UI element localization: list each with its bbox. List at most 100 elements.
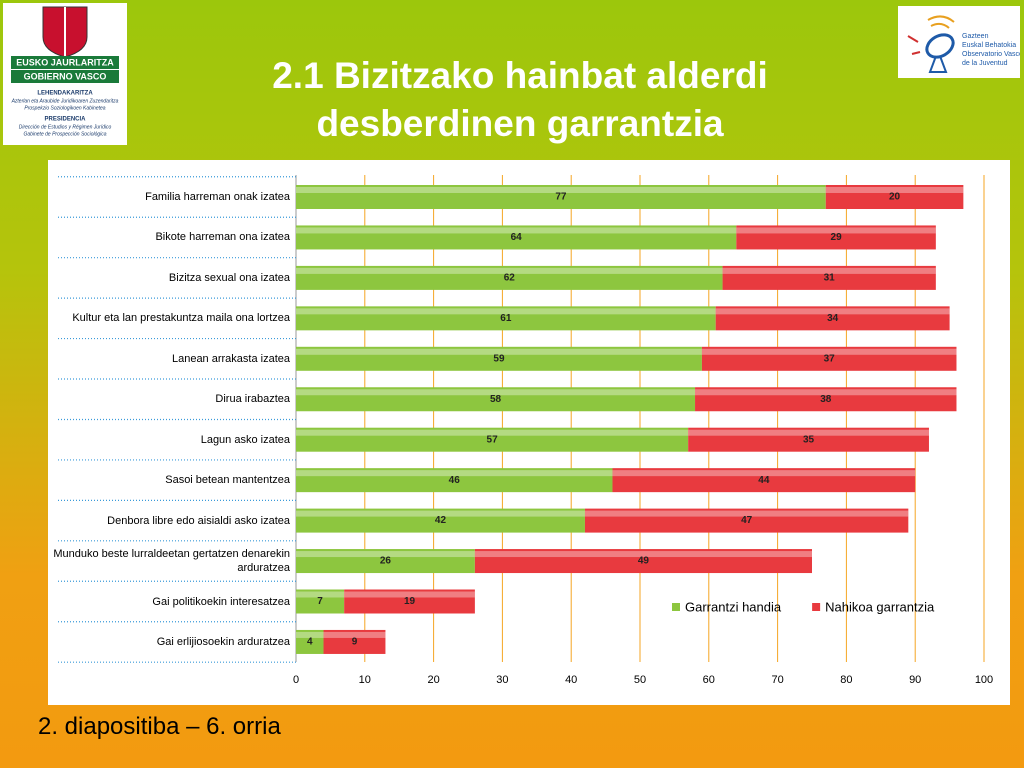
bar-shine	[825, 187, 964, 193]
bar-shine	[701, 348, 957, 355]
legend-swatch	[812, 603, 821, 611]
y-tick-label: Lanean arrakasta izatea	[171, 352, 290, 365]
logo-name: GOBIERNO VASCO	[24, 71, 107, 81]
x-tick-label: 80	[840, 674, 852, 686]
logo-dept: Gabinete de Prospección Sociológica	[23, 131, 106, 137]
bar-shine	[715, 308, 950, 315]
x-tick-label: 90	[909, 674, 921, 686]
bar-shine	[296, 348, 702, 355]
bar	[296, 265, 723, 290]
y-tick-label: Familia harreman onak izatea	[145, 191, 290, 203]
logo-dish: Gazteen Euskal Behatokia Observatorio Vasc…	[907, 15, 1020, 73]
y-tick-label: Gai erlijiosoekin arduratzea	[156, 635, 290, 648]
category-box: Gai erlijiosoekin arduratzea	[156, 635, 290, 648]
category-box: Lanean arrakasta izatea	[171, 352, 290, 365]
category-box: Bikote harreman ona izatea	[155, 231, 290, 244]
logo-text: Observatorio Vasco	[962, 51, 1020, 58]
logo-dept: Dirección de Estudios y Régimen Jurídico	[19, 124, 112, 130]
logo-text: de la Juventud	[962, 60, 1008, 67]
value-label: 34	[827, 313, 839, 324]
category-box: Kultur eta lan prestakuntza maila ona lo…	[72, 312, 290, 325]
x-tick-label: 100	[975, 674, 993, 686]
y-tick-label: Gai politikoekin interesatzea	[152, 595, 290, 608]
logo-text: Euskal Behatokia	[962, 42, 1016, 49]
bar	[296, 225, 737, 250]
value-label: 44	[758, 475, 770, 486]
x-tick-label: 0	[293, 674, 299, 686]
logo-right: Gazteen Euskal Behatokia Observatorio Vasc…	[898, 6, 1020, 78]
bar-shine	[688, 429, 929, 436]
bar-shine	[736, 227, 936, 234]
bar-shine	[296, 551, 475, 558]
logo-shield: EUSKO JAURLARITZA GOBIERNO VASCO LEHENDA…	[11, 6, 119, 137]
value-label: 19	[404, 596, 416, 607]
value-label: 77	[555, 192, 567, 203]
bar	[296, 387, 696, 412]
x-tick-label: 40	[565, 674, 577, 686]
x-tick-label: 10	[359, 674, 371, 686]
y-tick-label: Sasoi betean mantentzea	[165, 474, 290, 487]
bar-shine	[296, 429, 689, 436]
bar	[323, 629, 386, 654]
bar	[296, 508, 585, 533]
x-tick-label: 50	[634, 674, 646, 686]
value-label: 62	[504, 273, 516, 284]
bar	[474, 549, 812, 574]
bar	[296, 306, 716, 331]
bar	[296, 629, 324, 654]
value-label: 49	[638, 556, 650, 567]
y-tick-label: Denbora libre edo aisialdi asko izatea	[107, 514, 290, 527]
y-tick-label: Kultur eta lan prestakuntza maila ona lo…	[72, 312, 290, 325]
bar-shine	[296, 470, 613, 477]
y-tick-label: Lagun asko izatea	[200, 433, 290, 446]
bar-shine	[296, 510, 585, 517]
bar	[584, 508, 909, 533]
value-label: 47	[741, 515, 753, 526]
bar-shine	[296, 267, 723, 274]
y-tick-label: Bikote harreman ona izatea	[155, 231, 290, 244]
bar-shine	[323, 631, 386, 638]
bar	[701, 346, 957, 371]
bar-shine	[344, 591, 475, 598]
legend-label: Nahikoa garrantzia	[825, 599, 935, 614]
value-label: 4	[307, 637, 313, 648]
bar-shine	[296, 308, 716, 315]
bar	[715, 306, 950, 331]
bar	[695, 387, 957, 412]
category-box: Familia harreman onak izatea	[145, 191, 290, 203]
y-tick-label: Bizitza sexual ona izatea	[168, 271, 290, 284]
value-label: 38	[820, 394, 832, 405]
value-label: 57	[487, 434, 499, 445]
bar	[722, 265, 936, 290]
value-label: 9	[352, 637, 358, 648]
category-box: Lagun asko izatea	[200, 433, 290, 446]
bar-shine	[722, 267, 936, 274]
bar	[344, 589, 475, 614]
value-label: 61	[500, 313, 512, 324]
bar-shine	[296, 389, 696, 396]
value-label: 59	[493, 353, 505, 364]
bar	[612, 468, 916, 493]
logo-dept: PRESIDENCIA	[44, 117, 86, 123]
value-label: 42	[435, 515, 447, 526]
category-box: Bizitza sexual ona izatea	[168, 271, 290, 284]
value-label: 35	[803, 434, 815, 445]
bar	[296, 427, 689, 452]
logo-text: Gazteen	[962, 33, 989, 40]
value-label: 7	[317, 596, 323, 607]
x-tick-label: 20	[427, 674, 439, 686]
category-box: Munduko beste lurraldeetan gertatzen den…	[53, 548, 290, 574]
legend-swatch	[672, 603, 680, 611]
bar	[296, 549, 475, 574]
category-box: Dirua irabaztea	[215, 393, 290, 405]
x-tick-label: 30	[496, 674, 508, 686]
logo-dept: Prospekzio Soziologikoen Kabinetea	[24, 105, 105, 111]
value-label: 29	[831, 232, 843, 243]
x-tick-label: 60	[703, 674, 715, 686]
bar-shine	[296, 227, 737, 234]
bar-shine	[296, 631, 324, 638]
chart-title: 2.1 Bizitzako hainbat alderdi desberdine…	[272, 55, 768, 144]
bar-shine	[612, 470, 916, 477]
value-label: 20	[889, 192, 901, 203]
